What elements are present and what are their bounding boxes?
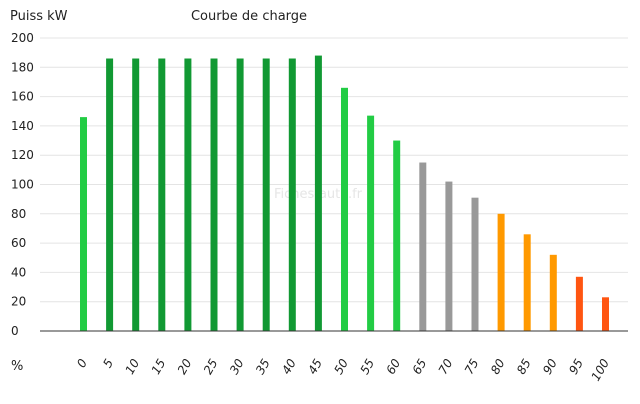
x-tick-labels: 0 5 10 15 20 25 30 35 40 45 50 55 60 65 70 75 80 85 90 95 10…	[74, 356, 612, 383]
bar	[184, 58, 192, 331]
bar	[497, 213, 505, 331]
bar	[158, 58, 166, 331]
x-tick-label: 35	[253, 357, 273, 377]
x-tick-label: 25	[201, 357, 221, 377]
x-tick-label: 95	[566, 357, 586, 377]
bar	[236, 58, 244, 331]
x-axis-label: %	[11, 359, 23, 374]
x-tick-label: 20	[175, 356, 195, 377]
x-tick-label: 40	[279, 356, 299, 377]
x-tick-label: 85	[514, 357, 534, 377]
x-tick-label: 75	[462, 357, 482, 377]
y-tick-label: 180	[11, 60, 34, 74]
y-tick-label: 160	[11, 90, 34, 104]
y-tick-label: 100	[11, 178, 34, 192]
bar	[210, 58, 218, 331]
x-tick-label: 60	[384, 356, 404, 377]
x-tick-label: 90	[540, 356, 560, 377]
bar	[314, 55, 322, 331]
bar	[523, 234, 531, 331]
x-tick-label: 55	[357, 357, 377, 377]
y-tick-labels: 0 20 40 60 80 100 120 140 160 180 200	[11, 31, 34, 338]
y-tick-label: 60	[11, 236, 26, 250]
x-tick-label: 70	[436, 356, 456, 377]
y-tick-label: 0	[11, 324, 19, 338]
bar	[445, 181, 453, 331]
y-tick-label: 200	[11, 31, 34, 45]
x-tick-label: 5	[100, 357, 116, 371]
grid-layer	[40, 37, 628, 303]
chart-title: Courbe de charge	[191, 9, 307, 24]
x-tick-label: 45	[305, 357, 325, 377]
y-tick-label: 40	[11, 265, 26, 279]
x-tick-label: 0	[74, 356, 90, 370]
bar	[262, 58, 270, 331]
bar	[132, 58, 140, 331]
bar	[367, 115, 375, 332]
bar	[80, 117, 87, 331]
x-tick-label: 100	[589, 356, 613, 383]
bar	[549, 254, 557, 331]
bar	[106, 58, 114, 331]
x-tick-label: 65	[410, 357, 430, 377]
bar	[419, 162, 427, 331]
x-tick-label: 10	[123, 356, 143, 377]
y-tick-label: 80	[11, 207, 26, 221]
x-tick-label: 80	[488, 356, 508, 377]
bar	[393, 140, 401, 331]
y-tick-label: 120	[11, 148, 34, 162]
bar	[471, 197, 479, 331]
bars-layer	[80, 55, 609, 332]
bar	[341, 87, 348, 331]
bar	[602, 297, 609, 331]
x-tick-label: 15	[149, 357, 169, 377]
bar	[288, 58, 296, 331]
x-tick-label: 50	[331, 356, 351, 377]
y-tick-label: 20	[11, 295, 26, 309]
bar	[575, 276, 583, 331]
x-tick-label: 30	[227, 356, 247, 377]
y-tick-label: 140	[11, 119, 34, 133]
y-axis-label: Puiss kW	[10, 9, 68, 24]
